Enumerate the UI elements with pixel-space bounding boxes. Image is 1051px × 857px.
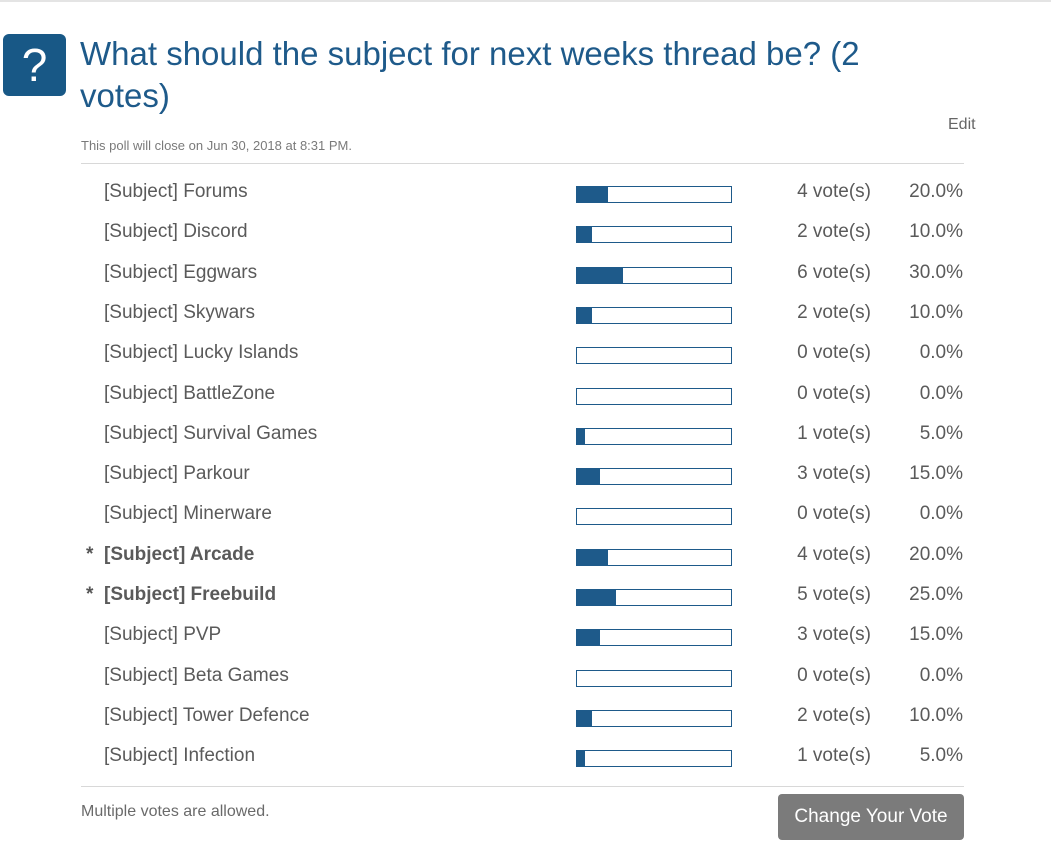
result-bar (576, 427, 732, 445)
vote-percent: 5.0% (919, 745, 963, 767)
poll-result-row: [Subject] Infection 1 vote(s) 5.0% (0, 738, 1051, 778)
vote-count: 3 vote(s) (797, 463, 871, 485)
poll-result-row: [Subject] Forums 4 vote(s) 20.0% (0, 174, 1051, 214)
vote-count: 2 vote(s) (797, 221, 871, 243)
poll-result-row: [Subject] Beta Games 0 vote(s) 0.0% (0, 658, 1051, 698)
result-bar (576, 750, 732, 768)
vote-count: 5 vote(s) (797, 584, 871, 605)
result-bar-fill (577, 187, 608, 202)
vote-count: 3 vote(s) (797, 624, 871, 646)
vote-count: 0 vote(s) (797, 664, 871, 686)
result-bar (576, 589, 732, 606)
option-label: [Subject] Skywars (104, 301, 255, 323)
option-label: [Subject] Infection (104, 745, 256, 767)
result-bar (576, 629, 732, 647)
change-vote-button[interactable]: Change Your Vote (778, 794, 964, 840)
voted-marker: * (86, 543, 94, 565)
poll-result-row: [Subject] Skywars 2 vote(s) 10.0% (0, 295, 1051, 335)
option-label: [Subject] Parkour (104, 463, 250, 485)
poll-result-row: [Subject] Eggwars 6 vote(s) 30.0% (0, 255, 1051, 295)
multiple-votes-note: Multiple votes are allowed. (81, 803, 270, 820)
vote-percent: 10.0% (909, 301, 963, 323)
result-bar-fill (577, 630, 601, 646)
poll-result-row: [Subject] PVP 3 vote(s) 15.0% (0, 617, 1051, 657)
result-bar-fill (577, 267, 624, 283)
edit-link[interactable]: Edit (948, 116, 976, 133)
result-bar (576, 669, 732, 687)
result-bar (576, 226, 732, 244)
result-bar-fill (577, 549, 608, 565)
vote-count: 1 vote(s) (797, 745, 871, 767)
option-label: [Subject] BattleZone (104, 382, 276, 404)
result-bar-fill (577, 590, 616, 605)
vote-percent: 20.0% (909, 543, 963, 565)
poll-result-row: * [Subject] Freebuild 5 vote(s) 25.0% (0, 577, 1051, 617)
option-label: [Subject] Survival Games (104, 422, 318, 444)
option-label: [Subject] Lucky Islands (104, 342, 299, 364)
vote-count: 1 vote(s) (797, 422, 871, 444)
vote-percent: 15.0% (909, 624, 963, 646)
poll-result-row: [Subject] Minerware 0 vote(s) 0.0% (0, 496, 1051, 536)
result-bar (576, 468, 732, 486)
vote-percent: 0.0% (919, 342, 963, 364)
poll-title: What should the subject for next weeks t… (80, 35, 860, 114)
result-bar-fill (577, 428, 585, 444)
vote-percent: 10.0% (909, 704, 963, 726)
voted-marker: * (86, 584, 94, 605)
vote-percent: 5.0% (919, 422, 963, 444)
result-bar (576, 387, 732, 405)
poll-result-row: * [Subject] Arcade 4 vote(s) 20.0% (0, 537, 1051, 577)
option-label: [Subject] Forums (104, 181, 248, 202)
result-bar (576, 186, 732, 203)
result-bar-fill (577, 710, 593, 726)
option-label: [Subject] Minerware (104, 503, 272, 525)
vote-count: 0 vote(s) (797, 342, 871, 364)
poll-result-row: [Subject] Parkour 3 vote(s) 15.0% (0, 456, 1051, 496)
result-bar (576, 306, 732, 324)
vote-count: 2 vote(s) (797, 704, 871, 726)
divider (81, 786, 964, 787)
result-bar (576, 508, 732, 526)
vote-percent: 30.0% (909, 261, 963, 283)
vote-count: 6 vote(s) (797, 261, 871, 283)
option-label: [Subject] Eggwars (104, 261, 258, 283)
option-label: [Subject] Tower Defence (104, 704, 310, 726)
result-bar (576, 266, 732, 284)
vote-count: 4 vote(s) (797, 181, 871, 202)
option-label: [Subject] PVP (104, 624, 222, 646)
vote-percent: 0.0% (919, 503, 963, 525)
option-label: [Subject] Beta Games (104, 664, 289, 686)
result-bar (576, 709, 732, 727)
result-bar-fill (577, 469, 601, 485)
poll-result-row: [Subject] Survival Games 1 vote(s) 5.0% (0, 416, 1051, 456)
vote-percent: 10.0% (909, 221, 963, 243)
result-bar-fill (577, 227, 593, 243)
vote-count: 0 vote(s) (797, 382, 871, 404)
result-bar (576, 347, 732, 365)
vote-percent: 0.0% (919, 382, 963, 404)
result-bar (576, 548, 732, 566)
poll-result-row: [Subject] BattleZone 0 vote(s) 0.0% (0, 376, 1051, 416)
vote-percent: 15.0% (909, 463, 963, 485)
result-bar-fill (577, 307, 593, 323)
vote-percent: 25.0% (909, 584, 963, 605)
question-icon: ? (3, 34, 66, 96)
option-label: [Subject] Freebuild (104, 584, 277, 605)
vote-count: 0 vote(s) (797, 503, 871, 525)
poll-result-row: [Subject] Discord 2 vote(s) 10.0% (0, 214, 1051, 254)
option-label: [Subject] Arcade (104, 543, 255, 565)
divider (81, 163, 964, 164)
vote-percent: 0.0% (919, 664, 963, 686)
poll-result-row: [Subject] Lucky Islands 0 vote(s) 0.0% (0, 335, 1051, 375)
poll-result-row: [Subject] Tower Defence 2 vote(s) 10.0% (0, 698, 1051, 738)
top-divider (0, 0, 1051, 2)
vote-count: 4 vote(s) (797, 543, 871, 565)
vote-count: 2 vote(s) (797, 301, 871, 323)
vote-percent: 20.0% (909, 181, 963, 202)
result-bar-fill (577, 751, 585, 767)
poll-close-note: This poll will close on Jun 30, 2018 at … (81, 138, 352, 153)
option-label: [Subject] Discord (104, 221, 248, 243)
